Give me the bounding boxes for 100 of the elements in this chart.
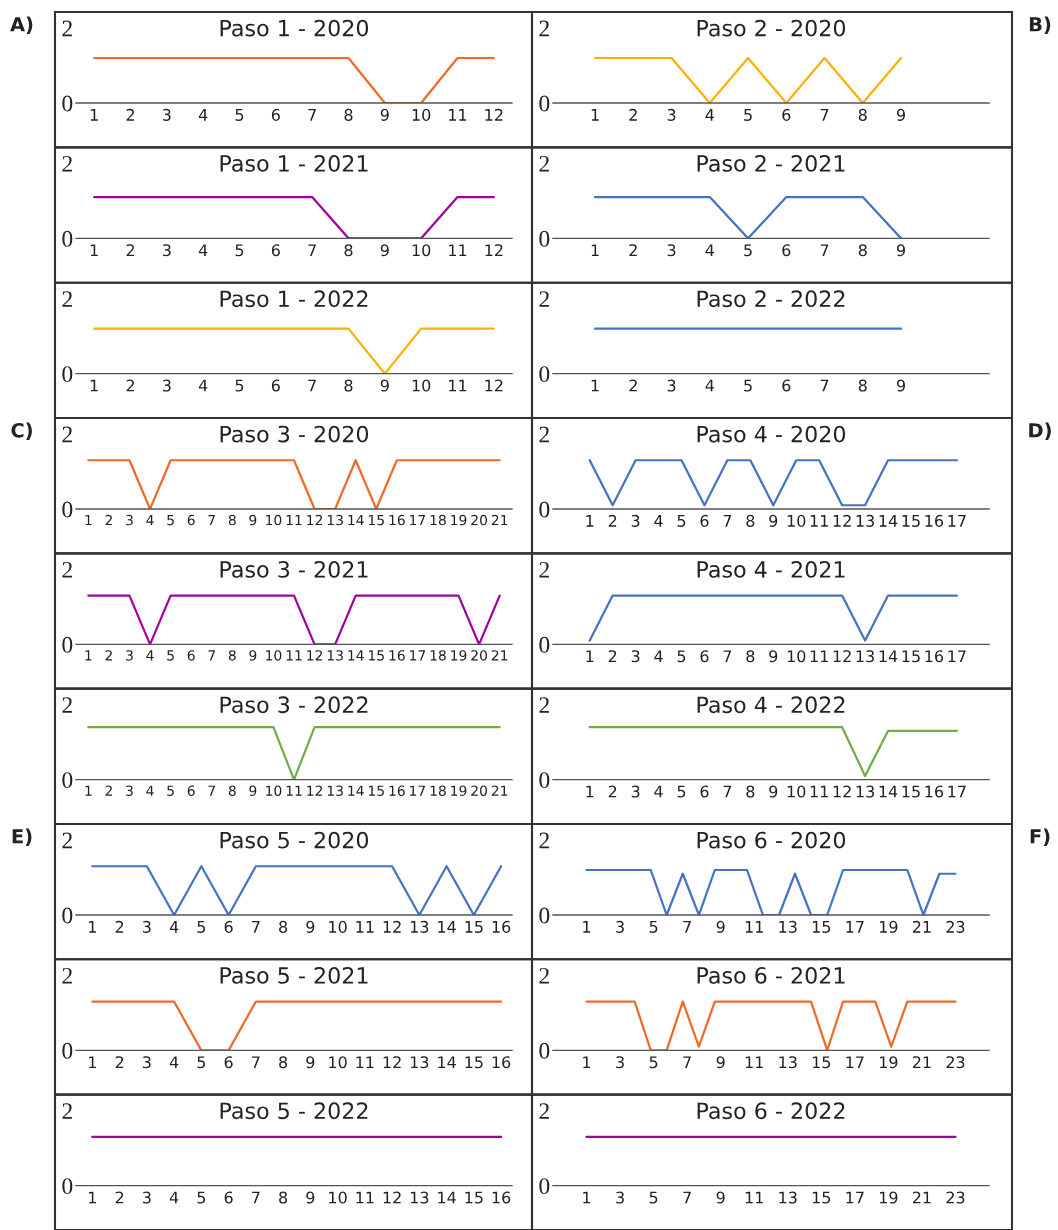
x-tick-label: 6: [700, 785, 709, 798]
x-tick-label: 1: [85, 785, 92, 796]
x-tick-label: 2: [629, 244, 637, 257]
x-tick-label: 13: [327, 514, 343, 526]
y-tick-label: 2: [62, 967, 72, 984]
x-tick-label: 3: [616, 1191, 624, 1204]
x-tick-label: 2: [608, 785, 617, 798]
x-tick-label: 15: [812, 1191, 831, 1204]
x-tick-label: 13: [410, 1191, 429, 1204]
x-tick-label: 13: [856, 650, 874, 663]
x-tick-label: 10: [787, 650, 806, 663]
y-tick-label: 2: [539, 291, 549, 307]
x-tick-label: 3: [126, 785, 133, 796]
x-tick-label: 3: [162, 379, 171, 392]
y-tick-label: 0: [539, 1042, 550, 1059]
x-tick-label: 12: [383, 920, 401, 933]
x-tick-label: 19: [879, 1191, 898, 1204]
x-tick-label: 6: [782, 379, 791, 392]
x-tick-label: 10: [787, 785, 806, 798]
y-tick-label: 0: [62, 95, 73, 112]
x-tick-label: 23: [946, 1056, 965, 1069]
chart-title: Paso 2 - 2020: [697, 19, 846, 37]
x-tick-label: 1: [586, 650, 594, 663]
y-tick-label: 0: [62, 366, 73, 383]
x-tick-label: 10: [412, 108, 431, 121]
x-tick-label: 9: [249, 514, 257, 526]
x-tick-label: 1: [85, 514, 92, 526]
x-tick-label: 9: [306, 920, 315, 933]
x-tick-label: 5: [677, 515, 686, 527]
x-tick-label: 11: [810, 650, 828, 663]
x-tick-label: 7: [820, 109, 829, 121]
x-tick-label: 7: [208, 785, 215, 796]
x-tick-label: 1: [583, 1191, 591, 1204]
x-tick-label: 12: [485, 108, 503, 121]
x-tick-label: 6: [187, 785, 195, 796]
x-tick-label: 9: [249, 650, 257, 661]
x-tick-label: 19: [451, 785, 467, 796]
chart-title: Paso 2 - 2022: [697, 290, 845, 308]
x-tick-label: 4: [169, 1056, 179, 1069]
y-tick-label: 0: [539, 366, 550, 383]
x-tick-label: 6: [271, 108, 280, 121]
y-tick-label: 2: [539, 426, 549, 443]
x-tick-label: 4: [705, 379, 714, 392]
x-tick-label: 21: [491, 650, 508, 661]
x-tick-label: 21: [912, 1056, 931, 1069]
x-tick-label: 6: [187, 650, 195, 661]
x-tick-label: 16: [389, 514, 405, 526]
x-tick-label: 17: [948, 515, 966, 527]
chart-title: Paso 4 - 2022: [697, 696, 845, 714]
y-tick-label: 0: [62, 1178, 73, 1195]
x-tick-label: 6: [224, 1056, 233, 1069]
x-tick-label: 8: [279, 1191, 288, 1204]
x-tick-label: 7: [208, 650, 215, 661]
x-tick-label: 10: [266, 514, 282, 526]
x-tick-label: 5: [235, 109, 244, 121]
x-tick-label: 3: [631, 785, 640, 798]
x-tick-label: 5: [167, 514, 174, 526]
x-tick-label: 1: [89, 1056, 96, 1069]
y-tick-label: 0: [62, 907, 73, 924]
x-tick-label: 17: [846, 1056, 864, 1069]
x-tick-label: 2: [115, 1056, 124, 1069]
x-tick-label: 8: [279, 920, 288, 933]
y-tick-label: 2: [62, 426, 72, 443]
x-tick-label: 12: [307, 514, 323, 526]
x-tick-label: 3: [667, 244, 676, 257]
x-tick-label: 6: [271, 244, 280, 257]
y-tick-label: 0: [62, 636, 73, 653]
y-tick-label: 2: [62, 1103, 72, 1119]
x-tick-label: 14: [438, 1056, 456, 1069]
x-tick-label: 7: [683, 921, 691, 933]
chart-title: Paso 6 - 2022: [697, 1102, 845, 1120]
x-tick-label: 4: [198, 379, 208, 392]
x-tick-label: 21: [912, 920, 931, 933]
x-tick-label: 7: [683, 1056, 691, 1069]
x-tick-label: 7: [820, 379, 829, 392]
x-tick-label: 8: [746, 514, 755, 527]
x-tick-label: 11: [449, 244, 467, 257]
chart-title: Paso 1 - 2020: [220, 19, 369, 37]
x-tick-label: 11: [356, 1056, 374, 1069]
x-tick-label: 11: [286, 514, 302, 526]
y-tick-label: 2: [539, 697, 549, 713]
x-tick-label: 17: [410, 650, 426, 661]
x-tick-label: 2: [105, 514, 112, 526]
x-tick-label: 2: [115, 920, 124, 933]
chart-title: Paso 3 - 2022: [220, 696, 368, 714]
x-tick-label: 7: [723, 515, 732, 527]
x-tick-label: 7: [252, 1056, 260, 1069]
x-tick-label: 4: [654, 785, 663, 798]
chart-title: Paso 5 - 2021: [220, 967, 368, 984]
x-tick-label: 9: [306, 1056, 315, 1069]
x-tick-label: 9: [769, 650, 778, 663]
x-tick-label: 2: [608, 514, 617, 527]
x-tick-label: 12: [833, 514, 851, 527]
x-tick-label: 1: [591, 244, 599, 257]
x-tick-label: 20: [471, 650, 488, 661]
x-tick-label: 11: [356, 921, 374, 933]
x-tick-label: 11: [449, 109, 467, 121]
y-tick-label: 2: [539, 155, 549, 172]
x-tick-label: 11: [286, 785, 302, 796]
x-tick-label: 2: [629, 379, 637, 392]
